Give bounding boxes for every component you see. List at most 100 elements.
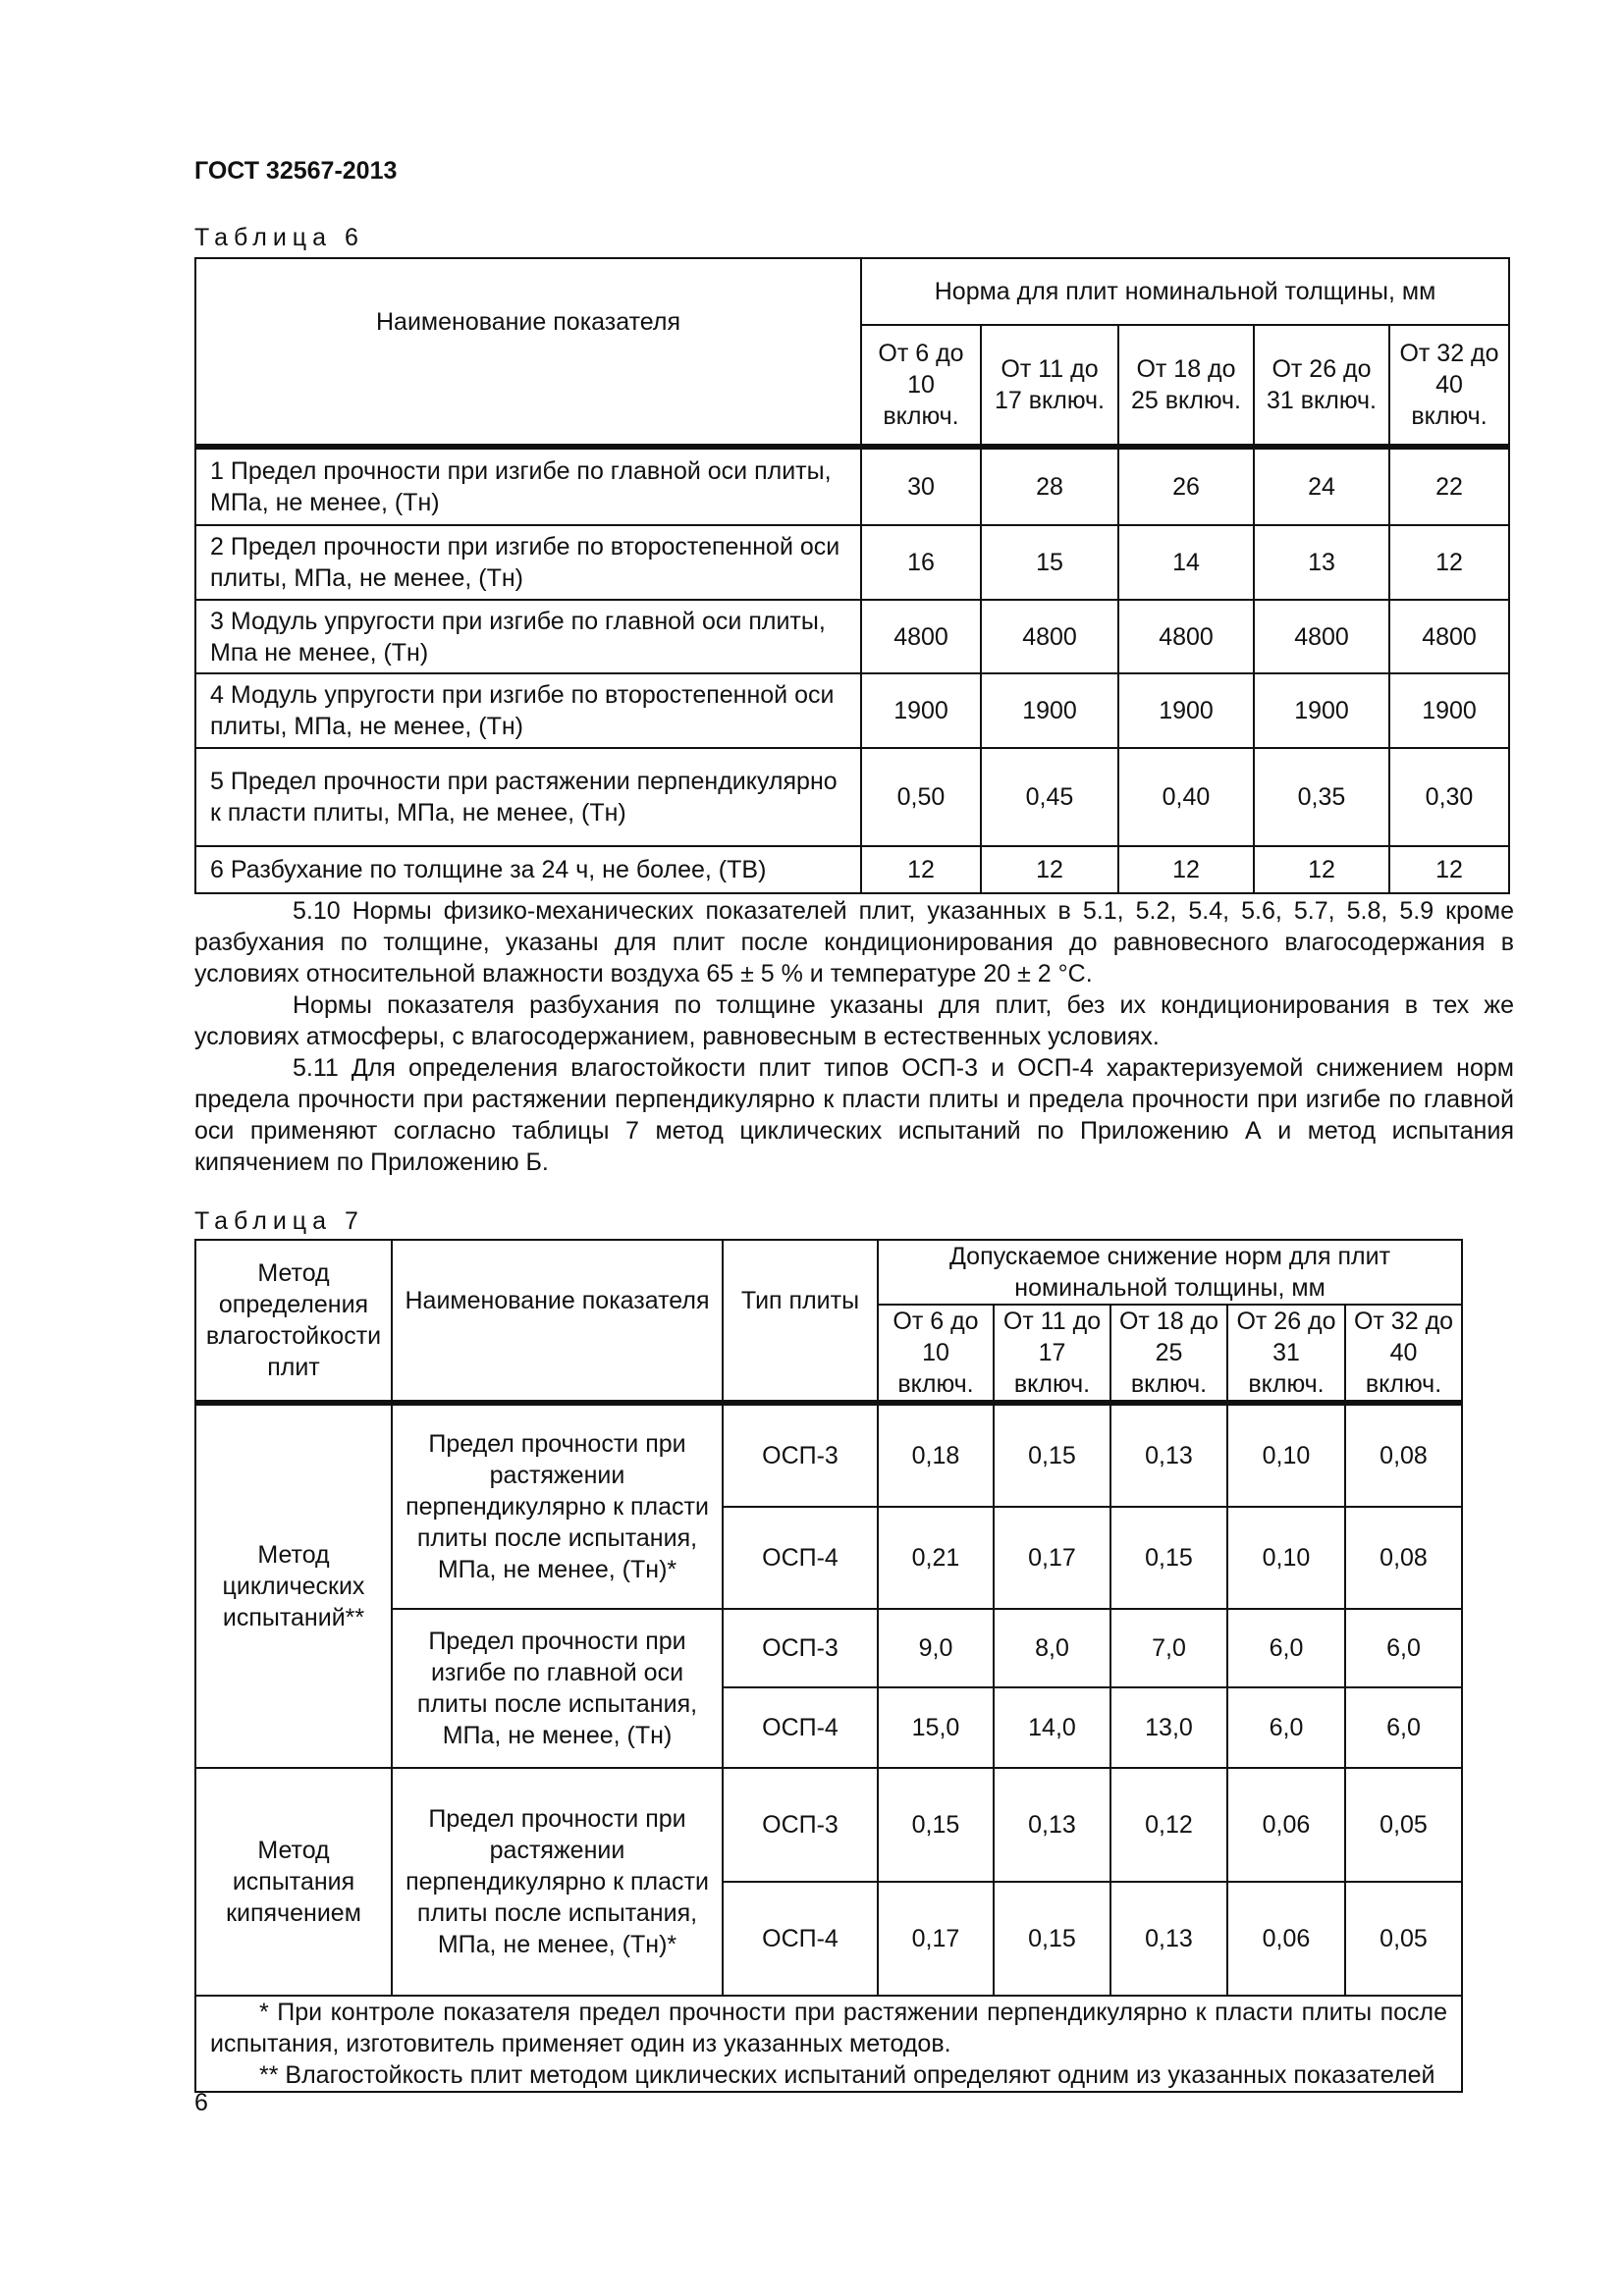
row-value: 0,13	[1109, 1400, 1228, 1508]
row-name: 1 Предел прочности при изгибе по главной…	[194, 444, 862, 526]
type-header: Тип плиты	[722, 1239, 879, 1404]
row-value: 0,15	[1109, 1506, 1228, 1610]
table6-caption: Таблица 6	[194, 224, 364, 251]
row-name: 6 Разбухание по толщине за 24 ч, не боле…	[194, 845, 862, 894]
row-value: 12	[1387, 524, 1511, 601]
row-value: 13,0	[1109, 1686, 1228, 1769]
row-value: 14	[1117, 524, 1255, 601]
row-value: 0,10	[1226, 1400, 1346, 1508]
row-value: 0,13	[993, 1767, 1111, 1883]
row-value: 1900	[1117, 672, 1255, 749]
group-header: Допускаемое снижение норм для плит номин…	[876, 1239, 1464, 1306]
column-header: От 18 до 25 включ.	[1117, 324, 1255, 448]
row-value: 0,30	[1387, 747, 1511, 847]
group-header: Норма для плит номинальной толщины, мм	[859, 257, 1511, 326]
row-name: 3 Модуль упругости при изгибе по главной…	[194, 599, 862, 674]
row-value: 0,05	[1343, 1767, 1464, 1883]
row-value: 0,35	[1253, 747, 1390, 847]
paragraph-swelling: Нормы показателя разбухания по толщине у…	[194, 991, 1514, 1050]
row-value: 6,0	[1226, 1686, 1346, 1769]
row-value: 0,18	[877, 1400, 995, 1508]
plate-type: ОСП-4	[722, 1506, 879, 1610]
row-value: 0,10	[1226, 1506, 1346, 1610]
method-name: Метод циклических испытаний**	[194, 1400, 393, 1769]
row-value: 0,06	[1226, 1881, 1346, 1997]
row-value: 0,08	[1343, 1506, 1464, 1610]
row-value: 0,15	[993, 1881, 1111, 1997]
row-value: 0,05	[1343, 1881, 1464, 1997]
indicator-name: Предел прочности при растяжении перпенди…	[391, 1767, 724, 1997]
row-value: 0,15	[993, 1400, 1111, 1508]
table7-caption: Таблица 7	[194, 1207, 364, 1235]
row-value: 4800	[1117, 599, 1255, 674]
footnotes: * При контроле показателя предел прочнос…	[193, 1995, 1464, 2093]
row-value: 4800	[1253, 599, 1390, 674]
method-name: Метод испытания кипячением	[194, 1767, 393, 1997]
row-value: 28	[980, 444, 1119, 526]
row-value: 12	[1253, 845, 1390, 894]
row-value: 14,0	[993, 1686, 1111, 1769]
row-value: 8,0	[993, 1608, 1111, 1688]
document-header: ГОСТ 32567-2013	[194, 157, 398, 185]
column-header: От 32 до 40 включ.	[1387, 324, 1511, 448]
column-header: От 6 до 10 включ.	[860, 324, 982, 448]
table-row: 6 Разбухание по толщине за 24 ч, не боле…	[194, 845, 1511, 894]
table-row: Метод испытания кипячением Предел прочнос…	[194, 1767, 1464, 1997]
table-row: 4 Модуль упругости при изгибе по второст…	[194, 672, 1511, 749]
column-header: От 26 до 31 включ.	[1253, 324, 1390, 448]
row-value: 16	[860, 524, 982, 601]
footnote-1: * При контроле показателя предел прочнос…	[210, 1999, 1448, 2057]
row-value: 30	[860, 444, 982, 526]
row-value: 0,08	[1343, 1400, 1464, 1508]
row-value: 12	[860, 845, 982, 894]
row-value: 15,0	[877, 1686, 995, 1769]
plate-type: ОСП-3	[722, 1767, 879, 1883]
row-value: 0,15	[877, 1767, 995, 1883]
table-row: ОСП-4 15,0 14,0 13,0 6,0 6,0	[195, 1686, 1464, 1769]
row-value: 24	[1253, 444, 1390, 526]
row-value: 4800	[1387, 599, 1511, 674]
row-value: 12	[1387, 845, 1511, 894]
row-value: 22	[1387, 444, 1511, 526]
page-number: 6	[194, 2089, 208, 2116]
row-value: 15	[980, 524, 1119, 601]
row-value: 0,21	[877, 1506, 995, 1610]
indicator-name: Предел прочности при растяжении перпенди…	[391, 1400, 724, 1610]
row-value: 1900	[1387, 672, 1511, 749]
row-value: 1900	[980, 672, 1119, 749]
row-value: 0,12	[1109, 1767, 1228, 1883]
column-header: От 18 до 25 включ.	[1109, 1304, 1228, 1404]
column-header: От 11 до 17 включ.	[980, 324, 1119, 448]
column-header: От 6 до 10 включ.	[877, 1304, 995, 1404]
table-row: ОСП-4 0,21 0,17 0,15 0,10 0,08	[195, 1506, 1464, 1610]
table-row: ОСП-4 0,17 0,15 0,13 0,06 0,05	[195, 1881, 1464, 1997]
row-value: 0,17	[993, 1506, 1111, 1610]
table-6: Наименование показателя Норма для плит но…	[194, 257, 1511, 894]
plate-type: ОСП-4	[722, 1686, 879, 1769]
column-header: От 32 до 40 включ.	[1343, 1304, 1464, 1404]
paragraph-5-10: 5.10 Нормы физико-механических показател…	[194, 897, 1514, 988]
row-value: 12	[980, 845, 1119, 894]
row-value: 0,06	[1226, 1767, 1346, 1883]
name-header: Наименование показателя	[194, 257, 862, 448]
column-header: От 11 до 17 включ.	[993, 1304, 1111, 1404]
table-row: Метод циклических испытаний** Предел проч…	[194, 1400, 1464, 1769]
footnote-2: ** Влагостойкость плит методом циклическ…	[259, 2061, 1435, 2089]
row-value: 7,0	[1109, 1608, 1228, 1688]
row-name: 2 Предел прочности при изгибе по второст…	[194, 524, 862, 601]
row-value: 6,0	[1343, 1608, 1464, 1688]
row-value: 6,0	[1343, 1686, 1464, 1769]
column-header: От 26 до 31 включ.	[1226, 1304, 1346, 1404]
paragraph-5-11: 5.11 Для определения влагостойкости плит…	[194, 1054, 1514, 1176]
row-value: 1900	[1253, 672, 1390, 749]
row-value: 4800	[860, 599, 982, 674]
row-value: 0,13	[1109, 1881, 1228, 1997]
row-value: 1900	[860, 672, 982, 749]
plate-type: ОСП-4	[722, 1881, 879, 1997]
row-value: 9,0	[877, 1608, 995, 1688]
row-value: 0,40	[1117, 747, 1255, 847]
row-value: 0,45	[980, 747, 1119, 847]
table-row: 3 Модуль упругости при изгибе по главной…	[194, 599, 1511, 674]
indicator-name: Предел прочности при изгибе по главной о…	[391, 1608, 724, 1769]
